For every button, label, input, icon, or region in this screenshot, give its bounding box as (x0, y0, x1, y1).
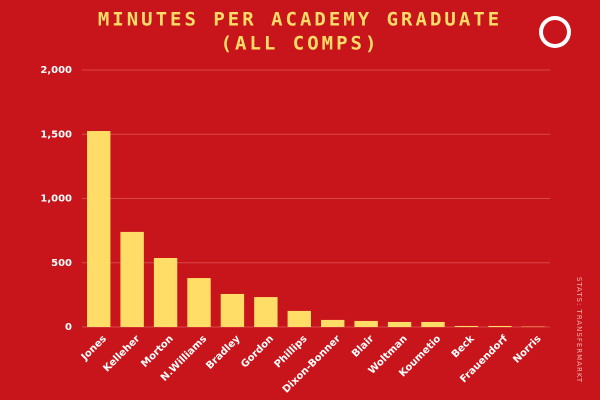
chart-subtitle: (ALL COMPS) (221, 33, 380, 55)
source-note: STATS: TRANSFERMARKT (575, 277, 583, 383)
x-tick-label: Beck (450, 333, 477, 360)
logo (539, 16, 571, 48)
bar (153, 257, 178, 327)
x-tick-label: Jones (79, 333, 109, 363)
bar (254, 297, 278, 327)
bar (220, 293, 245, 327)
y-tick-label: 500 (51, 258, 72, 269)
bar (488, 325, 512, 327)
y-tick-label: 1,500 (40, 129, 72, 140)
chart-title: MINUTES PER ACADEMY GRADUATE (98, 9, 502, 31)
y-tick-label: 0 (65, 322, 72, 333)
bar (387, 321, 412, 327)
x-tick-label: Blair (350, 333, 376, 359)
x-tick-label: Bradley (204, 333, 243, 372)
x-tick-label: Dixon-Bonner (281, 333, 343, 395)
bar (354, 320, 378, 327)
bar (421, 321, 445, 327)
bar (287, 310, 311, 327)
bar (87, 131, 111, 327)
bar (187, 278, 211, 327)
x-tick-label: Kelleher (101, 333, 142, 374)
bar (120, 231, 144, 327)
bar (454, 325, 479, 327)
bar (321, 319, 345, 327)
x-tick-label: Gordon (239, 333, 276, 370)
y-tick-label: 2,000 (40, 65, 72, 76)
y-tick-label: 1,000 (40, 194, 72, 205)
logo-inner (543, 20, 567, 44)
x-tick-label: Norris (511, 333, 543, 365)
